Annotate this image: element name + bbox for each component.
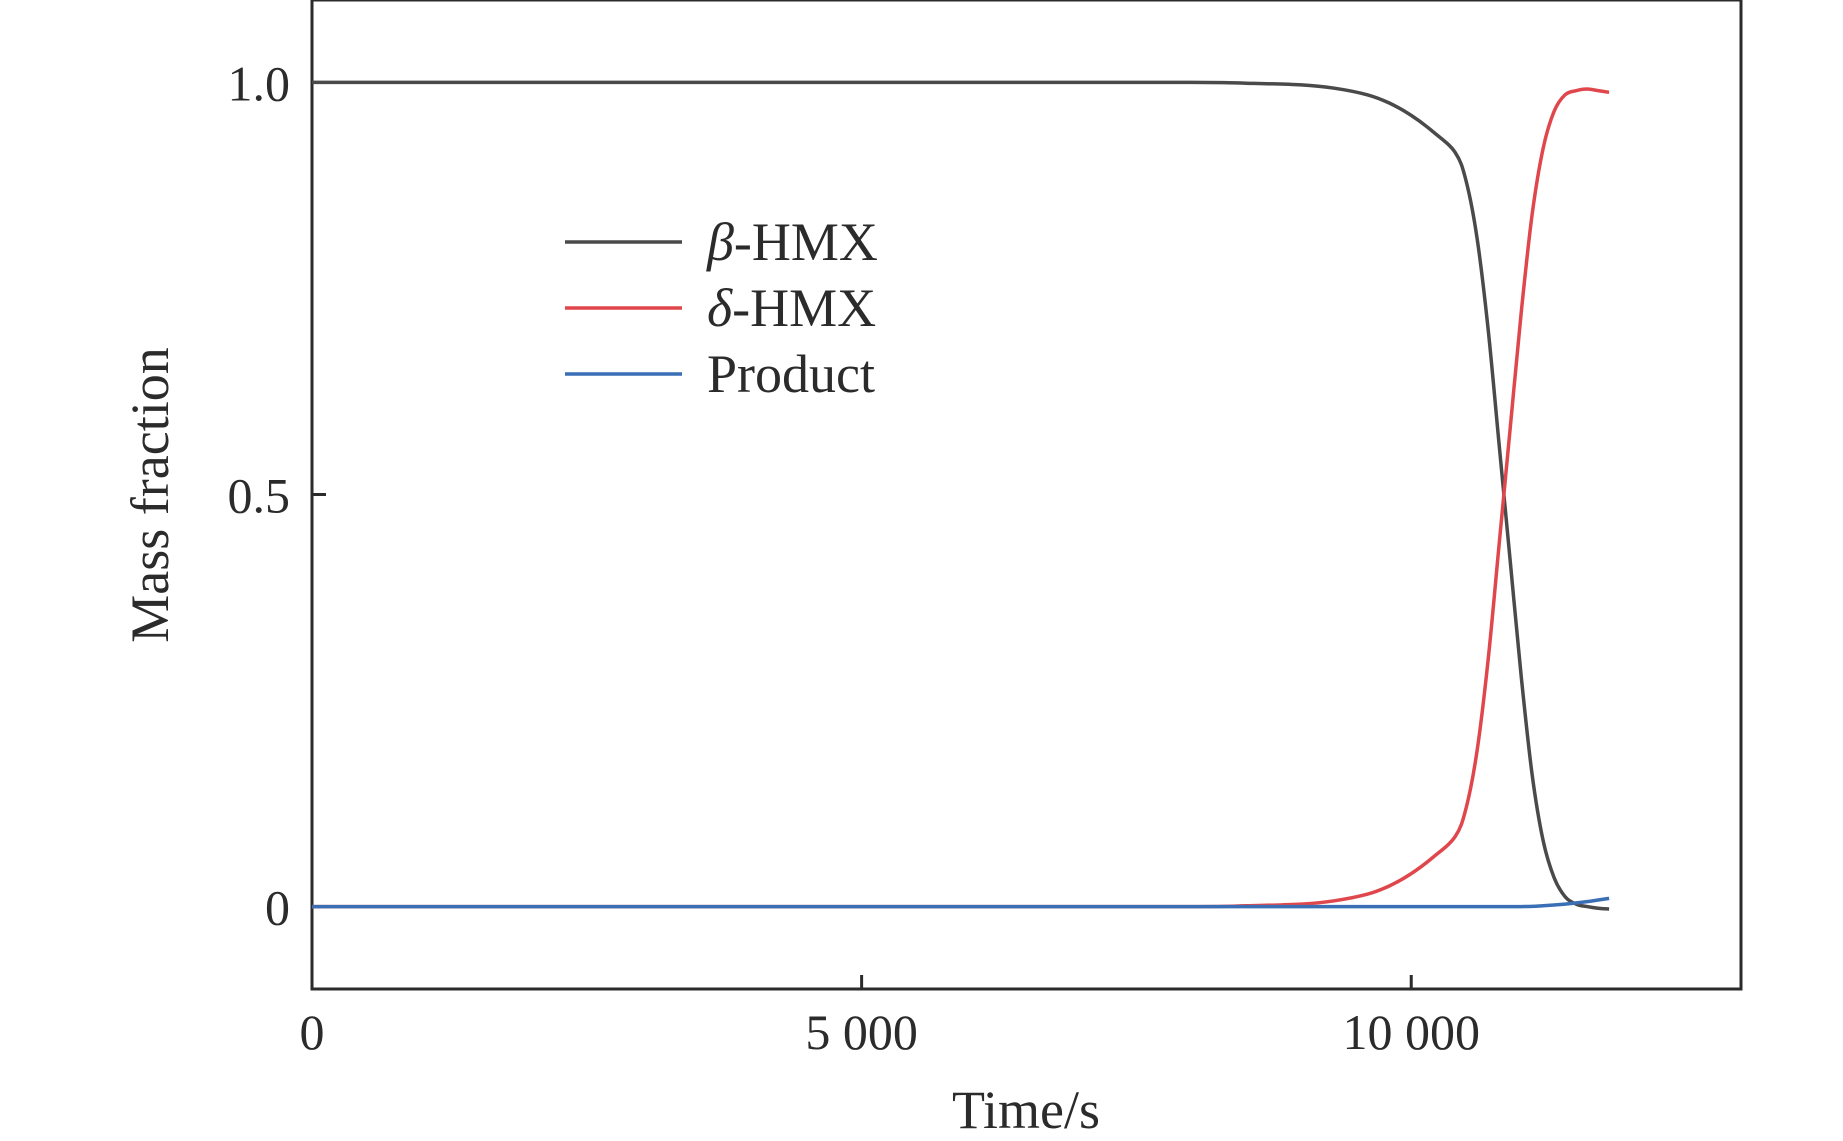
y-axis-label: Mass fraction: [120, 347, 180, 642]
y-tick-label: 0: [265, 880, 290, 936]
x-tick-label: 10 000: [1342, 1004, 1480, 1060]
x-axis-label: Time/s: [952, 1080, 1100, 1140]
series-line-hmx: [311, 87, 1610, 909]
series-lines: [311, 80, 1610, 911]
legend-label-hmx: β-HMX: [706, 212, 878, 272]
y-tick-label: 1.0: [228, 55, 291, 111]
series-line-hmx: [312, 80, 1610, 911]
x-tick-label: 0: [300, 1004, 325, 1060]
tick-labels: 0 5 000 10 000 0 0.5 1.0: [228, 55, 1480, 1060]
x-tick-label: 5 000: [805, 1004, 918, 1060]
legend-label-product: Product: [707, 344, 875, 404]
plot-frame: [310, 0, 1743, 991]
legend-label-hmx: δ-HMX: [707, 278, 876, 338]
y-tick-label: 0.5: [228, 468, 291, 524]
series-line-product: [311, 896, 1610, 909]
